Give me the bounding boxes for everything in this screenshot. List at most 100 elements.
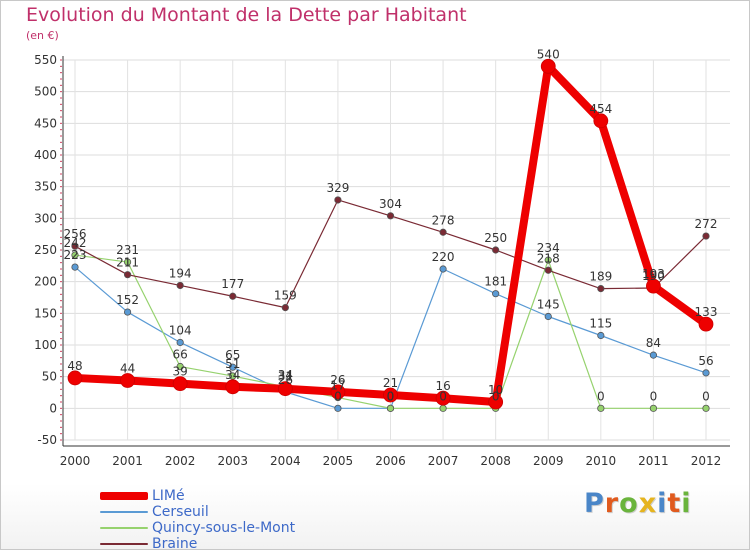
data-label-cerseuil: 65 (225, 348, 240, 362)
data-label-quincy-sous-le-mont: 0 (702, 389, 710, 403)
data-label-braine: 194 (169, 266, 192, 280)
data-label-lim-: 193 (642, 267, 665, 281)
data-label-braine: 272 (695, 217, 718, 231)
data-label-quincy-sous-le-mont: 34 (278, 368, 293, 382)
data-label-cerseuil: 181 (484, 275, 507, 289)
legend-item-braine: Braine (100, 536, 295, 552)
x-tick-label: 2012 (691, 454, 722, 468)
data-point-quincy-sous-le-mont (439, 404, 447, 412)
data-label-quincy-sous-le-mont: 0 (650, 389, 658, 403)
data-point-cerseuil (176, 338, 184, 347)
data-label-quincy-sous-le-mont: 0 (597, 389, 605, 403)
data-label-cerseuil: 0 (334, 389, 342, 403)
data-label-braine: 159 (274, 289, 297, 303)
legend-swatch (100, 492, 148, 500)
data-point-braine (229, 292, 237, 300)
data-point-lim- (488, 394, 504, 410)
legend-label: Cerseuil (152, 504, 209, 520)
data-label-quincy-sous-le-mont: 0 (387, 389, 395, 403)
y-tick-label: 0 (49, 401, 57, 415)
data-point-cerseuil (544, 312, 552, 321)
x-tick-label: 2002 (165, 454, 196, 468)
data-label-cerseuil: 152 (116, 293, 139, 307)
data-label-lim-: 39 (173, 365, 188, 379)
data-label-braine: 218 (537, 251, 560, 265)
data-label-braine: 211 (116, 256, 139, 270)
data-label-cerseuil: 26 (278, 373, 293, 387)
x-tick-label: 2003 (217, 454, 248, 468)
data-point-quincy-sous-le-mont (597, 404, 605, 412)
x-tick-label: 2001 (112, 454, 143, 468)
legend-label: Quincy-sous-le-Mont (152, 520, 296, 536)
legend-label: Braine (152, 536, 198, 552)
data-point-lim- (646, 278, 661, 294)
data-label-braine: 278 (432, 213, 455, 227)
data-label-quincy-sous-le-mont: 0 (492, 389, 500, 403)
x-tick-label: 2011 (638, 454, 669, 468)
data-point-lim- (698, 316, 714, 332)
data-point-cerseuil (702, 369, 710, 377)
data-label-quincy-sous-le-mont: 234 (537, 241, 560, 255)
legend-label: LIMé (152, 488, 185, 504)
data-label-quincy-sous-le-mont: 242 (64, 236, 87, 250)
logo-letter: t (667, 488, 682, 519)
data-label-quincy-sous-le-mont: 231 (116, 243, 139, 257)
data-label-braine: 250 (484, 231, 507, 245)
data-point-lim- (593, 113, 609, 129)
data-label-cerseuil: 0 (387, 389, 395, 403)
data-point-braine (439, 228, 447, 236)
data-point-braine (597, 285, 605, 293)
data-point-cerseuil (649, 351, 658, 359)
chart-subtitle: (en €) (26, 29, 59, 42)
data-point-cerseuil (229, 363, 237, 371)
x-tick-label: 2010 (586, 454, 617, 468)
data-point-quincy-sous-le-mont (649, 404, 658, 412)
legend-item-lim-: LIMé (100, 488, 295, 504)
data-point-braine (334, 196, 342, 204)
legend-swatch (100, 511, 148, 513)
data-point-braine (386, 212, 395, 220)
data-point-braine (281, 304, 289, 312)
y-tick-label: 100 (34, 338, 57, 352)
data-point-lim- (172, 376, 188, 392)
y-tick-label: 200 (34, 275, 57, 289)
y-tick-label: 300 (34, 211, 57, 225)
data-point-cerseuil (492, 290, 500, 298)
data-label-cerseuil: 115 (589, 317, 612, 331)
data-label-braine: 256 (64, 227, 87, 241)
data-point-braine (71, 242, 79, 250)
data-label-cerseuil: 84 (646, 336, 661, 350)
data-label-lim-: 34 (225, 368, 240, 382)
data-label-quincy-sous-le-mont: 51 (225, 357, 240, 371)
logo-letter: r (604, 488, 620, 519)
legend-item-cerseuil: Cerseuil (100, 504, 295, 520)
logo-letter: i (681, 488, 692, 519)
data-point-cerseuil (439, 265, 447, 273)
x-tick-label: 2007 (428, 454, 459, 468)
data-label-quincy-sous-le-mont: 0 (439, 389, 447, 403)
data-label-cerseuil: 220 (432, 250, 455, 264)
data-label-lim-: 540 (537, 47, 560, 61)
data-label-lim-: 454 (589, 102, 612, 116)
data-label-lim-: 26 (330, 373, 345, 387)
y-tick-label: 250 (34, 243, 57, 257)
data-point-lim- (225, 379, 241, 395)
logo-letter: o (619, 488, 639, 519)
x-tick-label: 2000 (60, 454, 91, 468)
data-point-cerseuil (334, 404, 342, 412)
data-label-lim-: 31 (278, 370, 293, 384)
data-point-quincy-sous-le-mont (123, 258, 132, 266)
proxiti-logo: Proxiti (584, 488, 692, 519)
data-point-cerseuil (71, 263, 79, 271)
data-point-braine (544, 266, 552, 274)
x-tick-label: 2005 (323, 454, 354, 468)
data-point-lim- (67, 370, 83, 386)
y-tick-label: 150 (34, 306, 57, 320)
data-label-lim-: 48 (67, 359, 82, 373)
y-tick-label: 50 (42, 370, 57, 384)
x-tick-label: 2009 (533, 454, 564, 468)
data-label-lim-: 44 (120, 361, 135, 375)
data-label-quincy-sous-le-mont: 66 (173, 348, 188, 362)
data-label-cerseuil: 223 (64, 248, 87, 262)
